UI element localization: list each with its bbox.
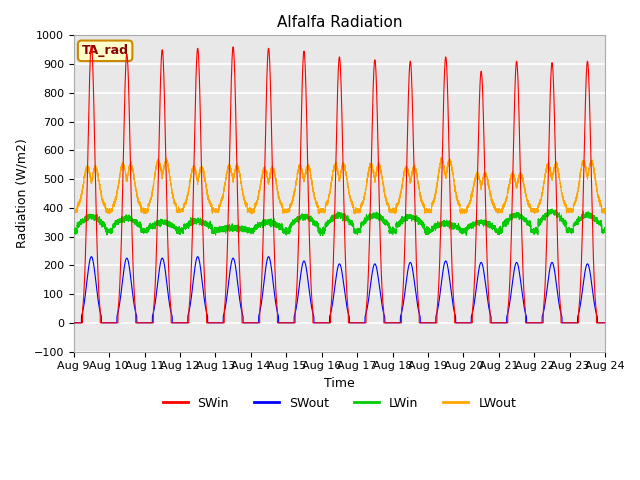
Title: Alfalfa Radiation: Alfalfa Radiation (276, 15, 402, 30)
Legend: SWin, SWout, LWin, LWout: SWin, SWout, LWin, LWout (157, 392, 522, 415)
X-axis label: Time: Time (324, 377, 355, 390)
Y-axis label: Radiation (W/m2): Radiation (W/m2) (15, 139, 28, 248)
Text: TA_rad: TA_rad (82, 44, 129, 57)
